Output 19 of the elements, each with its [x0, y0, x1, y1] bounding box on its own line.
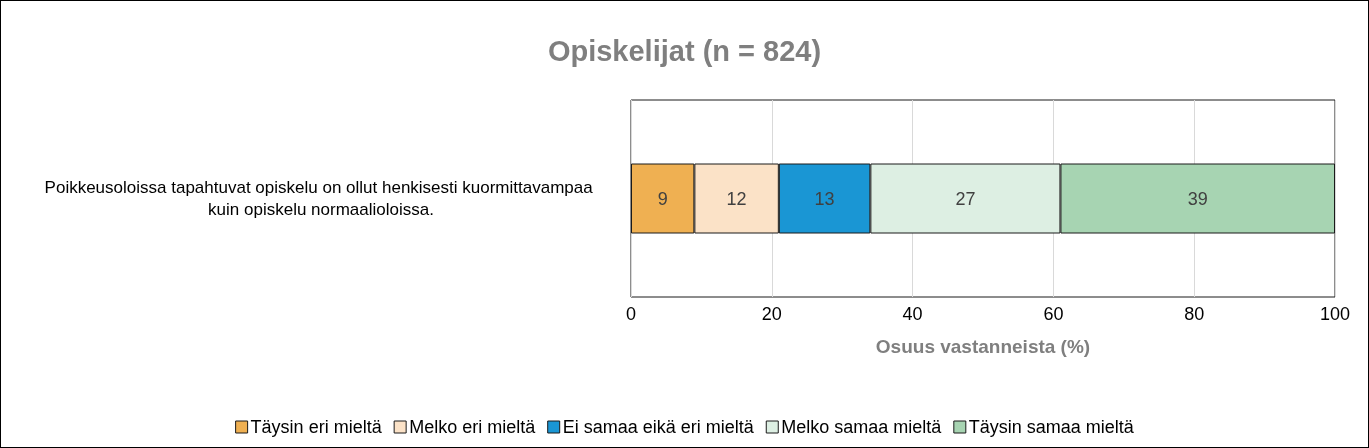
data-label: 9	[657, 188, 668, 209]
x-tick-label: 20	[761, 304, 782, 324]
legend-label: Melko eri mieltä	[409, 417, 537, 437]
data-label: 27	[955, 188, 976, 209]
chart-title: Opiskelijat (n = 824)	[547, 34, 822, 67]
x-tick-label: 40	[902, 304, 923, 324]
x-tick-label: 100	[1319, 304, 1351, 324]
data-label: 13	[814, 188, 835, 209]
x-axis-title: Osuus vastanneista (%)	[875, 336, 1091, 357]
legend-label: Melko samaa mieltä	[781, 417, 943, 437]
x-tick-label: 0	[625, 304, 637, 324]
x-tick-label: 60	[1043, 304, 1064, 324]
legend-label: Ei samaa eikä eri mieltä	[562, 417, 755, 437]
data-label: 39	[1187, 188, 1208, 209]
legend-label: Täysin samaa mieltä	[968, 417, 1135, 437]
legend-label: Täysin eri mieltä	[250, 417, 383, 437]
y-tick-label: Poikkeusoloissa tapahtuvat opiskelu on ollut henkisesti kuormittavampaa kuin opiskelu normaalioloissa.	[44, 178, 598, 219]
x-tick-label: 80	[1184, 304, 1205, 324]
data-label: 12	[726, 188, 747, 209]
